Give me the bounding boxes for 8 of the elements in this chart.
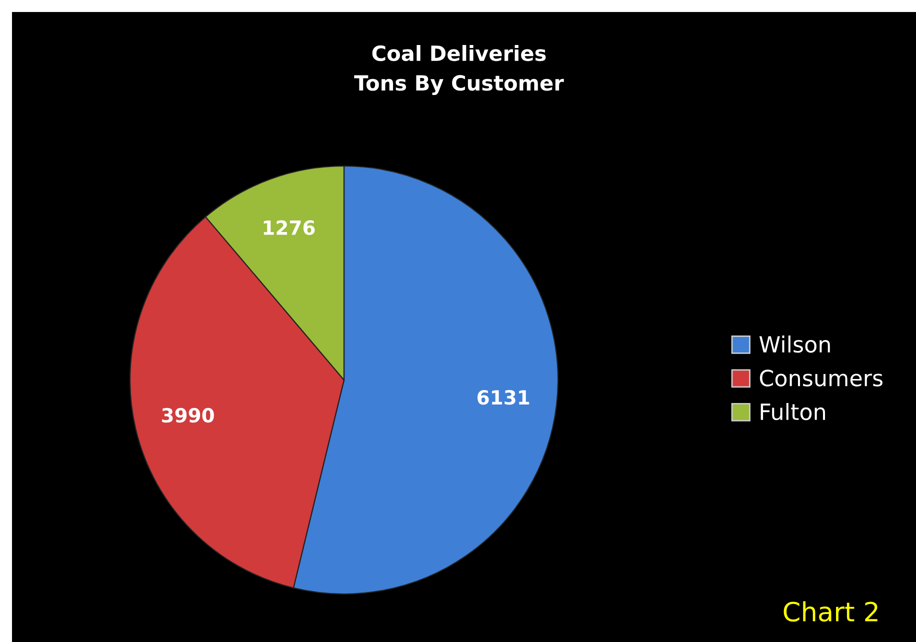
caption: Chart 2 <box>784 601 878 622</box>
legend-label: Wilson <box>759 336 830 353</box>
legend-label: Consumers <box>760 370 882 386</box>
legend-label: Fulton <box>760 402 825 420</box>
data-label: 6131 <box>478 390 530 405</box>
data-label: 1276 <box>264 220 315 235</box>
data-label: 3990 <box>162 408 214 423</box>
chart-title: Coal Deliveries Tons By Customer <box>354 45 564 95</box>
